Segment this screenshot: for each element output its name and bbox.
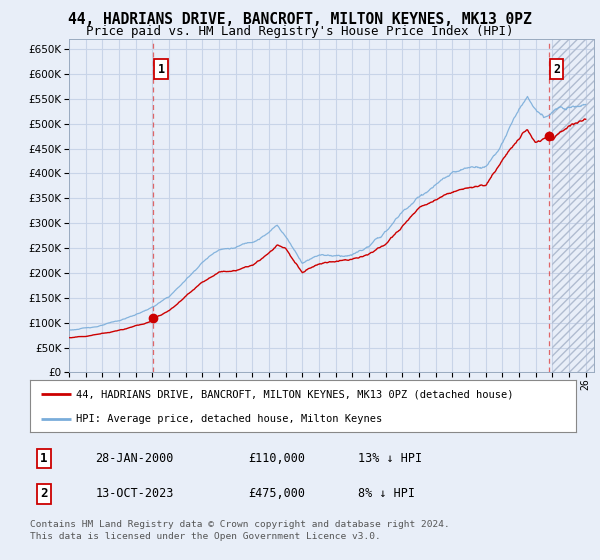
Text: HPI: Average price, detached house, Milton Keynes: HPI: Average price, detached house, Milt… — [76, 414, 383, 424]
Text: 13% ↓ HPI: 13% ↓ HPI — [358, 452, 422, 465]
Text: 44, HADRIANS DRIVE, BANCROFT, MILTON KEYNES, MK13 0PZ (detached house): 44, HADRIANS DRIVE, BANCROFT, MILTON KEY… — [76, 389, 514, 399]
Text: £110,000: £110,000 — [248, 452, 305, 465]
Text: Price paid vs. HM Land Registry's House Price Index (HPI): Price paid vs. HM Land Registry's House … — [86, 25, 514, 38]
Text: 1: 1 — [158, 63, 165, 76]
Text: 28-JAN-2000: 28-JAN-2000 — [95, 452, 174, 465]
Text: Contains HM Land Registry data © Crown copyright and database right 2024.: Contains HM Land Registry data © Crown c… — [30, 520, 450, 529]
Text: 1: 1 — [40, 452, 47, 465]
Text: 8% ↓ HPI: 8% ↓ HPI — [358, 487, 415, 501]
Text: 2: 2 — [553, 63, 560, 76]
Text: 13-OCT-2023: 13-OCT-2023 — [95, 487, 174, 501]
Text: £475,000: £475,000 — [248, 487, 305, 501]
Text: 2: 2 — [40, 487, 47, 501]
Text: This data is licensed under the Open Government Licence v3.0.: This data is licensed under the Open Gov… — [30, 532, 381, 541]
Text: 44, HADRIANS DRIVE, BANCROFT, MILTON KEYNES, MK13 0PZ: 44, HADRIANS DRIVE, BANCROFT, MILTON KEY… — [68, 12, 532, 27]
